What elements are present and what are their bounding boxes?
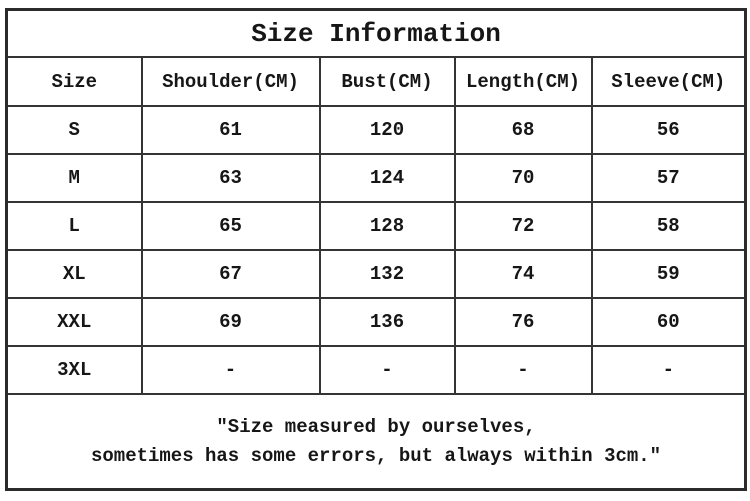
value-cell: - [453, 345, 593, 395]
value-cell: - [140, 345, 321, 395]
table-row-3xl: 3XL - - - - [5, 345, 747, 395]
value-cell: 74 [453, 249, 593, 299]
table-row-s: S 61 120 68 56 [5, 105, 747, 155]
value-cell: 70 [453, 153, 593, 203]
value-cell: 136 [318, 297, 456, 347]
value-cell: 63 [140, 153, 321, 203]
value-cell: 65 [140, 201, 321, 251]
table-title: Size Information [5, 8, 747, 58]
table-row-m: M 63 124 70 57 [5, 153, 747, 203]
size-information-table: Size Information Size Shoulder(CM) Bust(… [5, 8, 748, 491]
value-cell: 76 [453, 297, 593, 347]
value-cell: 61 [140, 105, 321, 155]
value-cell: 67 [140, 249, 321, 299]
value-cell: 72 [453, 201, 593, 251]
table-row-xxl: XXL 69 136 76 60 [5, 297, 747, 347]
value-cell: 59 [590, 249, 747, 299]
value-cell: - [590, 345, 747, 395]
size-cell: S [5, 105, 143, 155]
size-cell: XL [5, 249, 143, 299]
table-row-l: L 65 128 72 58 [5, 201, 747, 251]
column-header-sleeve: Sleeve(CM) [590, 56, 747, 107]
column-header-length: Length(CM) [453, 56, 593, 107]
measurement-note: ″Size measured by ourselves, sometimes h… [5, 393, 747, 491]
value-cell: 69 [140, 297, 321, 347]
value-cell: 60 [590, 297, 747, 347]
size-cell: 3XL [5, 345, 143, 395]
value-cell: 58 [590, 201, 747, 251]
value-cell: 56 [590, 105, 747, 155]
column-header-shoulder: Shoulder(CM) [140, 56, 321, 107]
value-cell: 57 [590, 153, 747, 203]
column-header-size: Size [5, 56, 143, 107]
note-line-2: sometimes has some errors, but always wi… [90, 444, 662, 467]
note-row: ″Size measured by ourselves, sometimes h… [5, 393, 747, 491]
value-cell: 124 [318, 153, 456, 203]
title-row: Size Information [5, 8, 747, 58]
value-cell: - [318, 345, 456, 395]
value-cell: 128 [318, 201, 456, 251]
value-cell: 132 [318, 249, 456, 299]
value-cell: 68 [453, 105, 593, 155]
note-line-1: ″Size measured by ourselves, [216, 415, 536, 438]
size-cell: L [5, 201, 143, 251]
size-cell: M [5, 153, 143, 203]
table-row-xl: XL 67 132 74 59 [5, 249, 747, 299]
column-header-bust: Bust(CM) [318, 56, 456, 107]
header-row: Size Shoulder(CM) Bust(CM) Length(CM) Sl… [5, 56, 747, 107]
size-cell: XXL [5, 297, 143, 347]
value-cell: 120 [318, 105, 456, 155]
